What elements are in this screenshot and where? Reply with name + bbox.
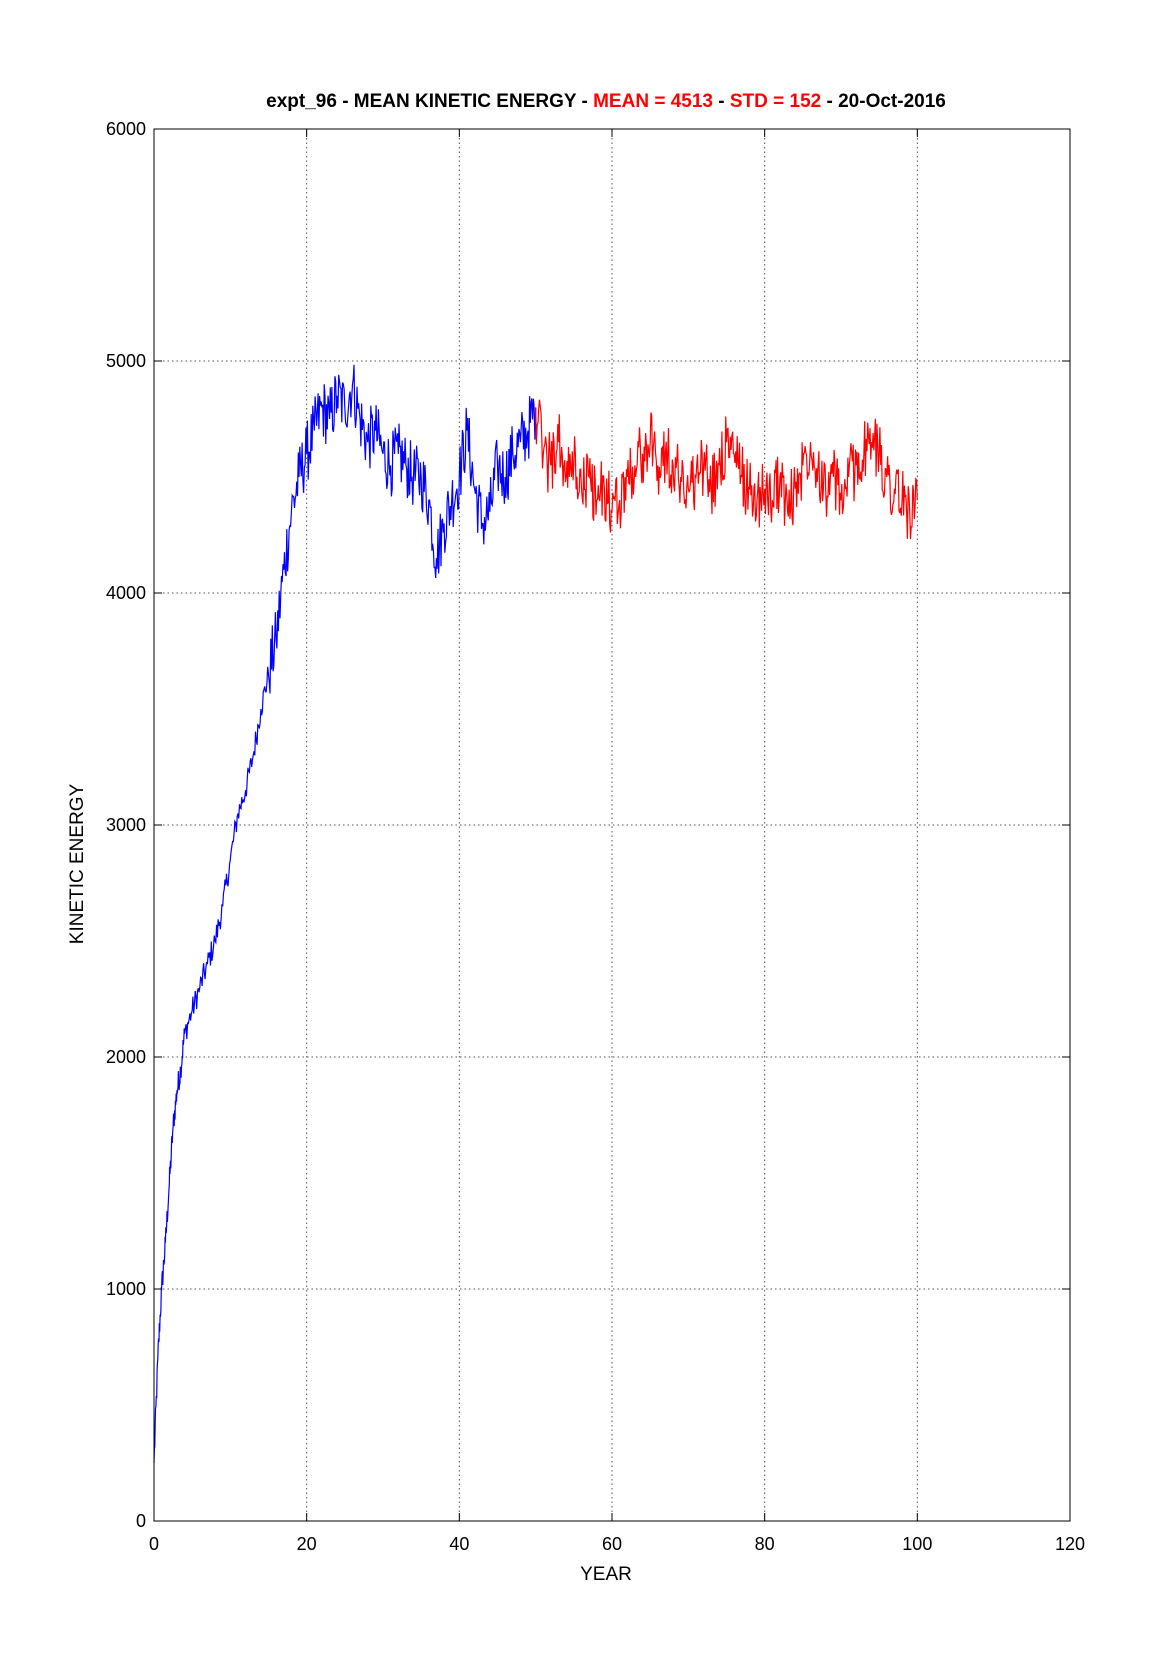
y-tick-label: 1000: [106, 1279, 146, 1299]
x-axis-label: YEAR: [580, 1564, 632, 1585]
x-tick-label: 40: [449, 1534, 469, 1554]
chart-title-suffix: - 20-Oct-2016: [821, 91, 946, 112]
y-tick-label: 0: [136, 1511, 146, 1531]
y-tick-label: 3000: [106, 815, 146, 835]
chart-title: expt_96 - MEAN KINETIC ENERGY - MEAN = 4…: [266, 91, 946, 112]
chart-title-prefix: expt_96 - MEAN KINETIC ENERGY -: [266, 91, 593, 112]
y-tick-label: 6000: [106, 119, 146, 139]
axis-ticks: 0 20 40 60 80 100 120 0 1000 2000 3000 4000 5000 6000: [106, 119, 1085, 1554]
series-line-blue: [153, 364, 537, 1464]
x-tick-label: 20: [297, 1534, 317, 1554]
chart-title-separator: -: [713, 91, 730, 112]
series-line-red: [535, 399, 918, 540]
x-tick-label: 100: [902, 1534, 932, 1554]
plot-series: [153, 364, 918, 1464]
chart-title-mean: MEAN = 4513: [593, 91, 713, 112]
x-tick-label: 0: [149, 1534, 159, 1554]
y-tick-label: 2000: [106, 1047, 146, 1067]
y-tick-label: 4000: [106, 583, 146, 603]
x-tick-label: 80: [755, 1534, 775, 1554]
chart-title-std: STD = 152: [730, 91, 821, 112]
x-tick-label: 60: [602, 1534, 622, 1554]
x-tick-label: 120: [1055, 1534, 1085, 1554]
y-tick-label: 5000: [106, 351, 146, 371]
y-axis-label: KINETIC ENERGY: [67, 783, 88, 944]
